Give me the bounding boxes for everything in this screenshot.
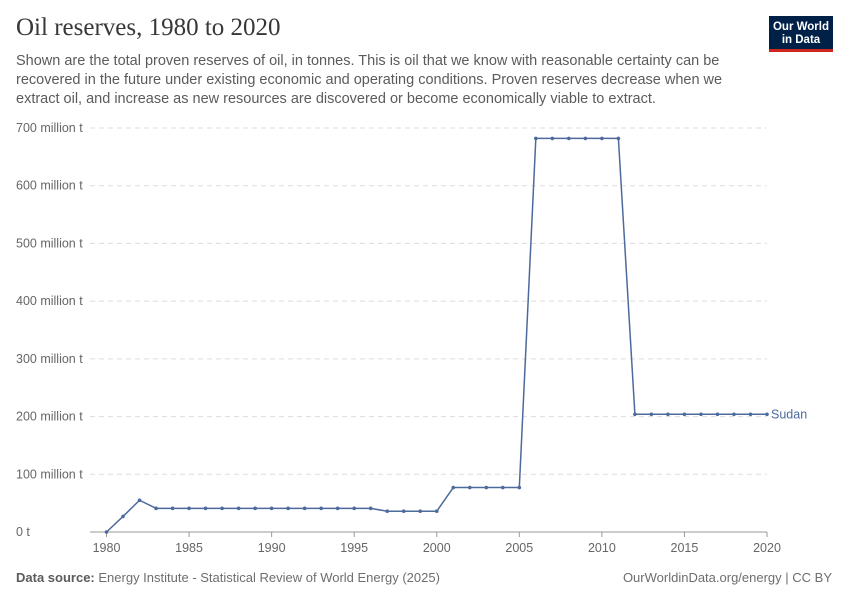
data-point xyxy=(649,412,654,417)
series-layer: Sudan xyxy=(104,136,807,534)
x-tick-label: 1980 xyxy=(93,541,121,555)
series-label: Sudan xyxy=(771,407,807,421)
owid-logo[interactable]: Our World in Data xyxy=(769,16,833,52)
data-point xyxy=(534,136,538,141)
data-point xyxy=(286,506,290,511)
data-point xyxy=(335,506,340,511)
x-tick-label: 2020 xyxy=(753,541,781,555)
data-point xyxy=(137,498,142,503)
data-point xyxy=(401,509,406,514)
x-tick-label: 1985 xyxy=(175,541,203,555)
x-axis: 1980 1985 1990 1995 2000 2005 2010 2015 2020 xyxy=(90,531,781,555)
x-tick-label: 2010 xyxy=(588,541,616,555)
data-point xyxy=(170,506,175,511)
data-point xyxy=(666,412,670,417)
site-link[interactable]: OurWorldinData.org/energy | CC BY xyxy=(622,570,832,585)
y-axis-ticks: 0 t 100 million t 200 million t 300 million… xyxy=(16,121,83,539)
x-tick-label: 1990 xyxy=(258,541,286,555)
y-tick-label: 500 million t xyxy=(16,236,83,250)
data-point xyxy=(352,506,356,511)
data-point xyxy=(104,530,109,534)
y-tick-label: 200 million t xyxy=(16,410,83,424)
data-point xyxy=(517,485,522,490)
data-point xyxy=(633,412,637,417)
data-point xyxy=(418,509,423,514)
x-tick-label: 1995 xyxy=(340,541,368,555)
logo-line-1: Our World xyxy=(772,21,829,33)
data-point xyxy=(765,412,769,417)
y-tick-label: 100 million t xyxy=(16,467,83,481)
data-point xyxy=(236,506,241,511)
data-point xyxy=(385,509,390,514)
y-tick-label: 700 million t xyxy=(16,121,83,135)
data-point xyxy=(567,136,571,141)
data-point xyxy=(699,412,703,417)
y-tick-label: 600 million t xyxy=(16,179,83,193)
y-tick-label: 400 million t xyxy=(16,294,83,308)
data-point xyxy=(269,506,274,511)
data-point xyxy=(434,509,439,514)
data-point xyxy=(501,485,505,490)
data-point xyxy=(682,412,687,417)
data-point xyxy=(187,506,191,511)
data-point xyxy=(484,485,489,490)
data-point xyxy=(154,506,158,511)
data-point xyxy=(203,506,208,511)
data-point xyxy=(583,136,588,141)
data-point xyxy=(600,136,604,141)
data-point xyxy=(550,136,555,141)
series-line-sudan xyxy=(105,137,767,533)
data-source: Data source: Energy Institute - Statisti… xyxy=(16,570,440,585)
data-point xyxy=(253,506,257,511)
data-point xyxy=(451,485,456,490)
data-source-label: Data source: xyxy=(16,570,95,585)
data-point xyxy=(715,412,720,417)
data-point xyxy=(319,506,323,511)
data-point xyxy=(748,412,753,417)
data-point xyxy=(302,506,307,511)
data-point xyxy=(121,514,125,519)
y-tick-label: 0 t xyxy=(16,525,30,539)
x-tick-label: 2015 xyxy=(671,541,699,555)
data-point xyxy=(732,412,736,417)
gridlines xyxy=(90,127,767,475)
data-point xyxy=(368,506,373,511)
x-tick-label: 2005 xyxy=(505,541,533,555)
chart-title: Oil reserves, 1980 to 2020 xyxy=(16,14,281,41)
y-tick-label: 300 million t xyxy=(16,352,83,366)
data-point xyxy=(467,485,472,490)
data-point xyxy=(220,506,224,511)
data-point xyxy=(616,136,621,141)
data-source-text[interactable]: Energy Institute - Statistical Review of… xyxy=(98,570,440,585)
x-tick-label: 2000 xyxy=(423,541,451,555)
logo-line-2: in Data xyxy=(781,34,821,46)
chart-subtitle: Shown are the total proven reserves of o… xyxy=(16,53,723,107)
